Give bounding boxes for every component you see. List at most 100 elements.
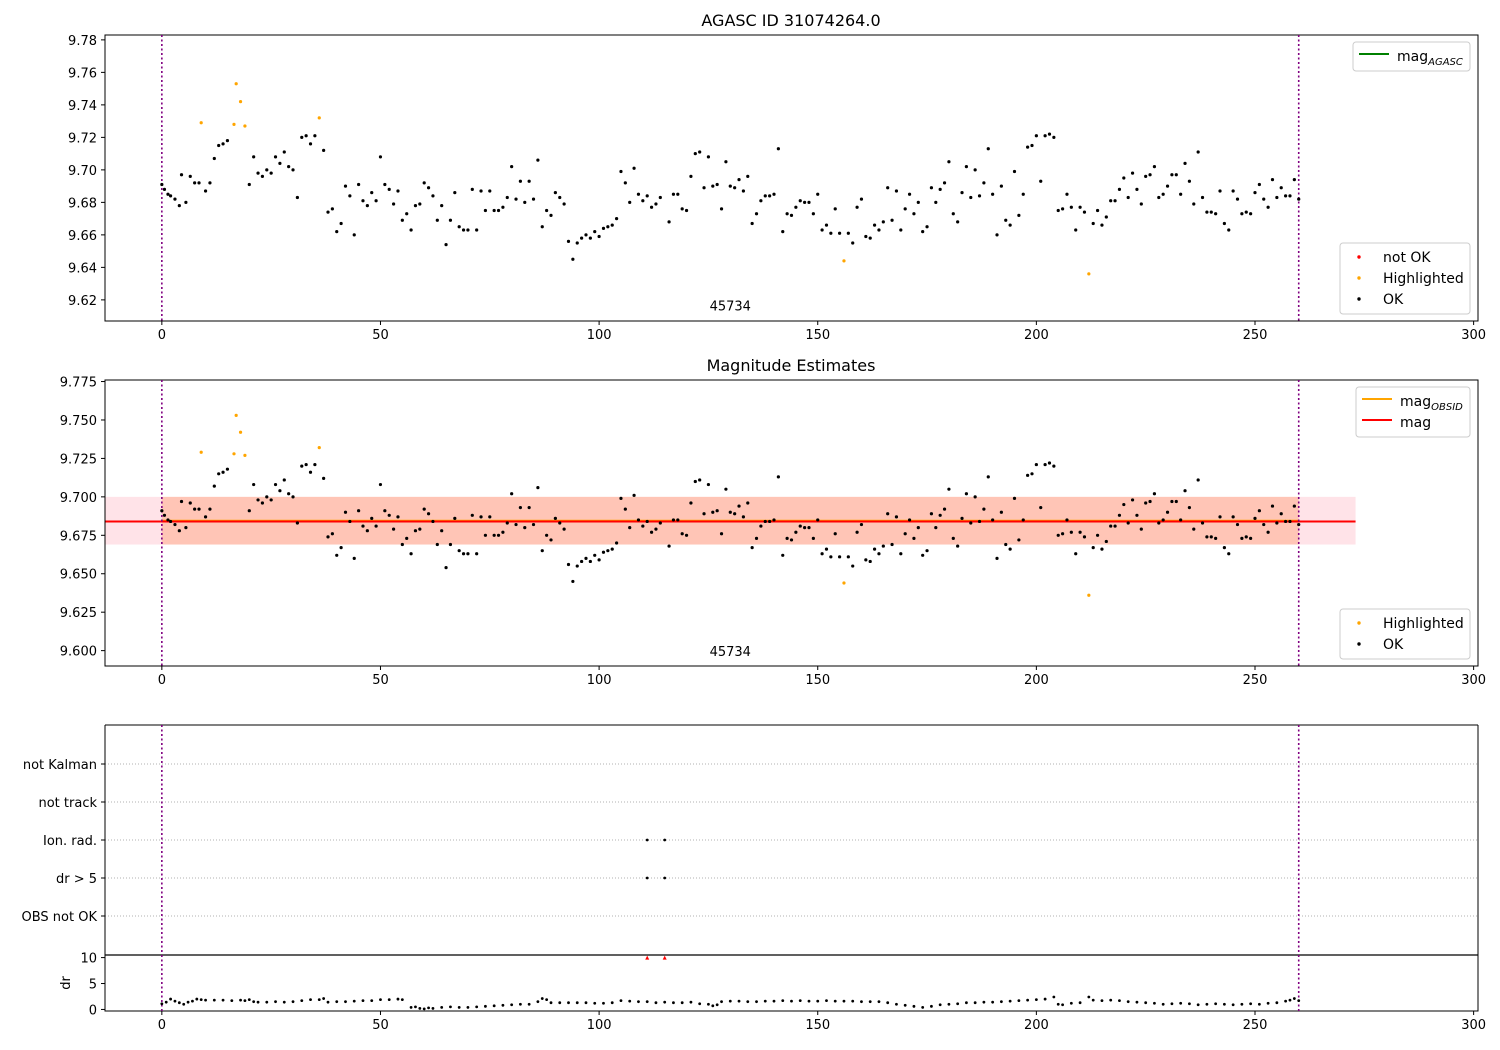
panel1-title: AGASC ID 31074264.0 bbox=[701, 11, 880, 30]
ok-point bbox=[1056, 533, 1060, 537]
ok-point bbox=[868, 559, 872, 564]
highlighted-point bbox=[1087, 593, 1091, 597]
ok-point bbox=[728, 510, 732, 514]
ok-point bbox=[894, 515, 899, 519]
dr-point bbox=[921, 1005, 925, 1009]
ok-point bbox=[960, 516, 964, 520]
dr-point bbox=[575, 1001, 579, 1005]
ok-point bbox=[890, 218, 894, 222]
dr-point bbox=[1292, 997, 1296, 1000]
ok-point bbox=[807, 200, 811, 204]
ok-point bbox=[877, 228, 881, 232]
ok-point bbox=[1257, 509, 1261, 513]
ok-point bbox=[558, 521, 562, 525]
legend-marker-swatch bbox=[1357, 297, 1361, 301]
ok-point bbox=[886, 186, 890, 190]
ok-point bbox=[676, 192, 680, 196]
ok-point bbox=[995, 556, 999, 560]
dr-point bbox=[707, 1002, 710, 1006]
dr-point bbox=[1240, 1002, 1244, 1006]
ok-point bbox=[649, 530, 654, 534]
ok-point bbox=[1170, 173, 1174, 177]
ok-point bbox=[894, 189, 899, 193]
ok-point bbox=[177, 204, 181, 208]
legend-subscript: OBSID bbox=[1431, 402, 1463, 413]
ok-point bbox=[711, 184, 715, 188]
dr-point bbox=[212, 998, 216, 1002]
ok-point bbox=[291, 168, 295, 172]
ok-point bbox=[654, 527, 658, 531]
ok-point bbox=[1104, 215, 1108, 219]
ok-point bbox=[977, 519, 982, 524]
ok-point bbox=[1095, 533, 1100, 537]
ok-point bbox=[614, 217, 619, 221]
ok-point bbox=[671, 518, 676, 522]
legend-label: OK bbox=[1383, 637, 1404, 653]
ok-point bbox=[588, 559, 592, 564]
dr-point bbox=[518, 1002, 522, 1006]
ok-point bbox=[610, 547, 614, 551]
ok-point bbox=[291, 495, 295, 499]
ok-point bbox=[225, 139, 230, 143]
ok-point bbox=[479, 189, 483, 193]
ok-point bbox=[160, 509, 164, 513]
ok-point bbox=[833, 532, 837, 536]
ok-point bbox=[300, 135, 304, 139]
ok-point bbox=[1218, 189, 1222, 193]
ok-point bbox=[510, 492, 514, 496]
panel3-flags-plot: OBS not OK dr > 5 Ion. rad. not track not Ka… bbox=[22, 724, 1479, 955]
ok-point bbox=[1021, 518, 1025, 522]
ok-point bbox=[623, 507, 627, 511]
dr-point bbox=[654, 1001, 658, 1005]
highlighted-point bbox=[234, 413, 238, 417]
ok-point bbox=[370, 516, 374, 520]
ok-point bbox=[575, 564, 579, 568]
y-tick-label: 9.66 bbox=[68, 229, 97, 244]
ok-point bbox=[956, 220, 960, 224]
clipped-dr-marker bbox=[662, 955, 667, 960]
ok-point bbox=[1091, 546, 1095, 550]
ok-point bbox=[575, 241, 579, 245]
axes-frame bbox=[104, 954, 1479, 1012]
x-tick-label: 200 bbox=[1024, 1018, 1049, 1033]
dr-point bbox=[602, 1001, 605, 1005]
dr-point bbox=[414, 1005, 417, 1009]
ok-point bbox=[1065, 192, 1069, 196]
ok-point bbox=[426, 186, 431, 190]
x-tick-label: 0 bbox=[158, 328, 166, 343]
x-tick-label: 50 bbox=[372, 328, 389, 343]
ok-point bbox=[995, 233, 999, 237]
dr-point bbox=[1118, 999, 1121, 1003]
ok-point bbox=[400, 542, 404, 547]
ok-point bbox=[977, 194, 982, 198]
highlighted-point bbox=[842, 581, 846, 585]
ok-point bbox=[365, 529, 369, 533]
ok-point bbox=[719, 207, 724, 211]
ok-point bbox=[168, 519, 173, 524]
ok-point bbox=[667, 220, 671, 224]
ok-point bbox=[991, 192, 995, 196]
ok-point bbox=[811, 212, 815, 216]
ok-point bbox=[1297, 522, 1301, 527]
ok-point bbox=[934, 526, 938, 530]
ok-point bbox=[527, 506, 531, 510]
ok-point bbox=[938, 187, 942, 191]
dr-point bbox=[1288, 998, 1292, 1002]
ok-point bbox=[859, 522, 864, 527]
ok-point bbox=[877, 552, 881, 556]
ok-point bbox=[772, 518, 776, 522]
ok-point bbox=[330, 532, 334, 536]
ok-point bbox=[221, 142, 225, 146]
dr-point bbox=[610, 1001, 614, 1005]
ok-point bbox=[252, 482, 256, 487]
ok-point bbox=[1078, 205, 1082, 209]
ok-point bbox=[313, 462, 317, 467]
ok-point bbox=[162, 513, 167, 517]
ok-point bbox=[964, 165, 969, 169]
ok-point bbox=[531, 522, 536, 527]
ok-point bbox=[1235, 197, 1240, 201]
highlighted-point bbox=[842, 259, 846, 263]
dr-point bbox=[204, 998, 207, 1002]
ok-point bbox=[1034, 134, 1038, 138]
